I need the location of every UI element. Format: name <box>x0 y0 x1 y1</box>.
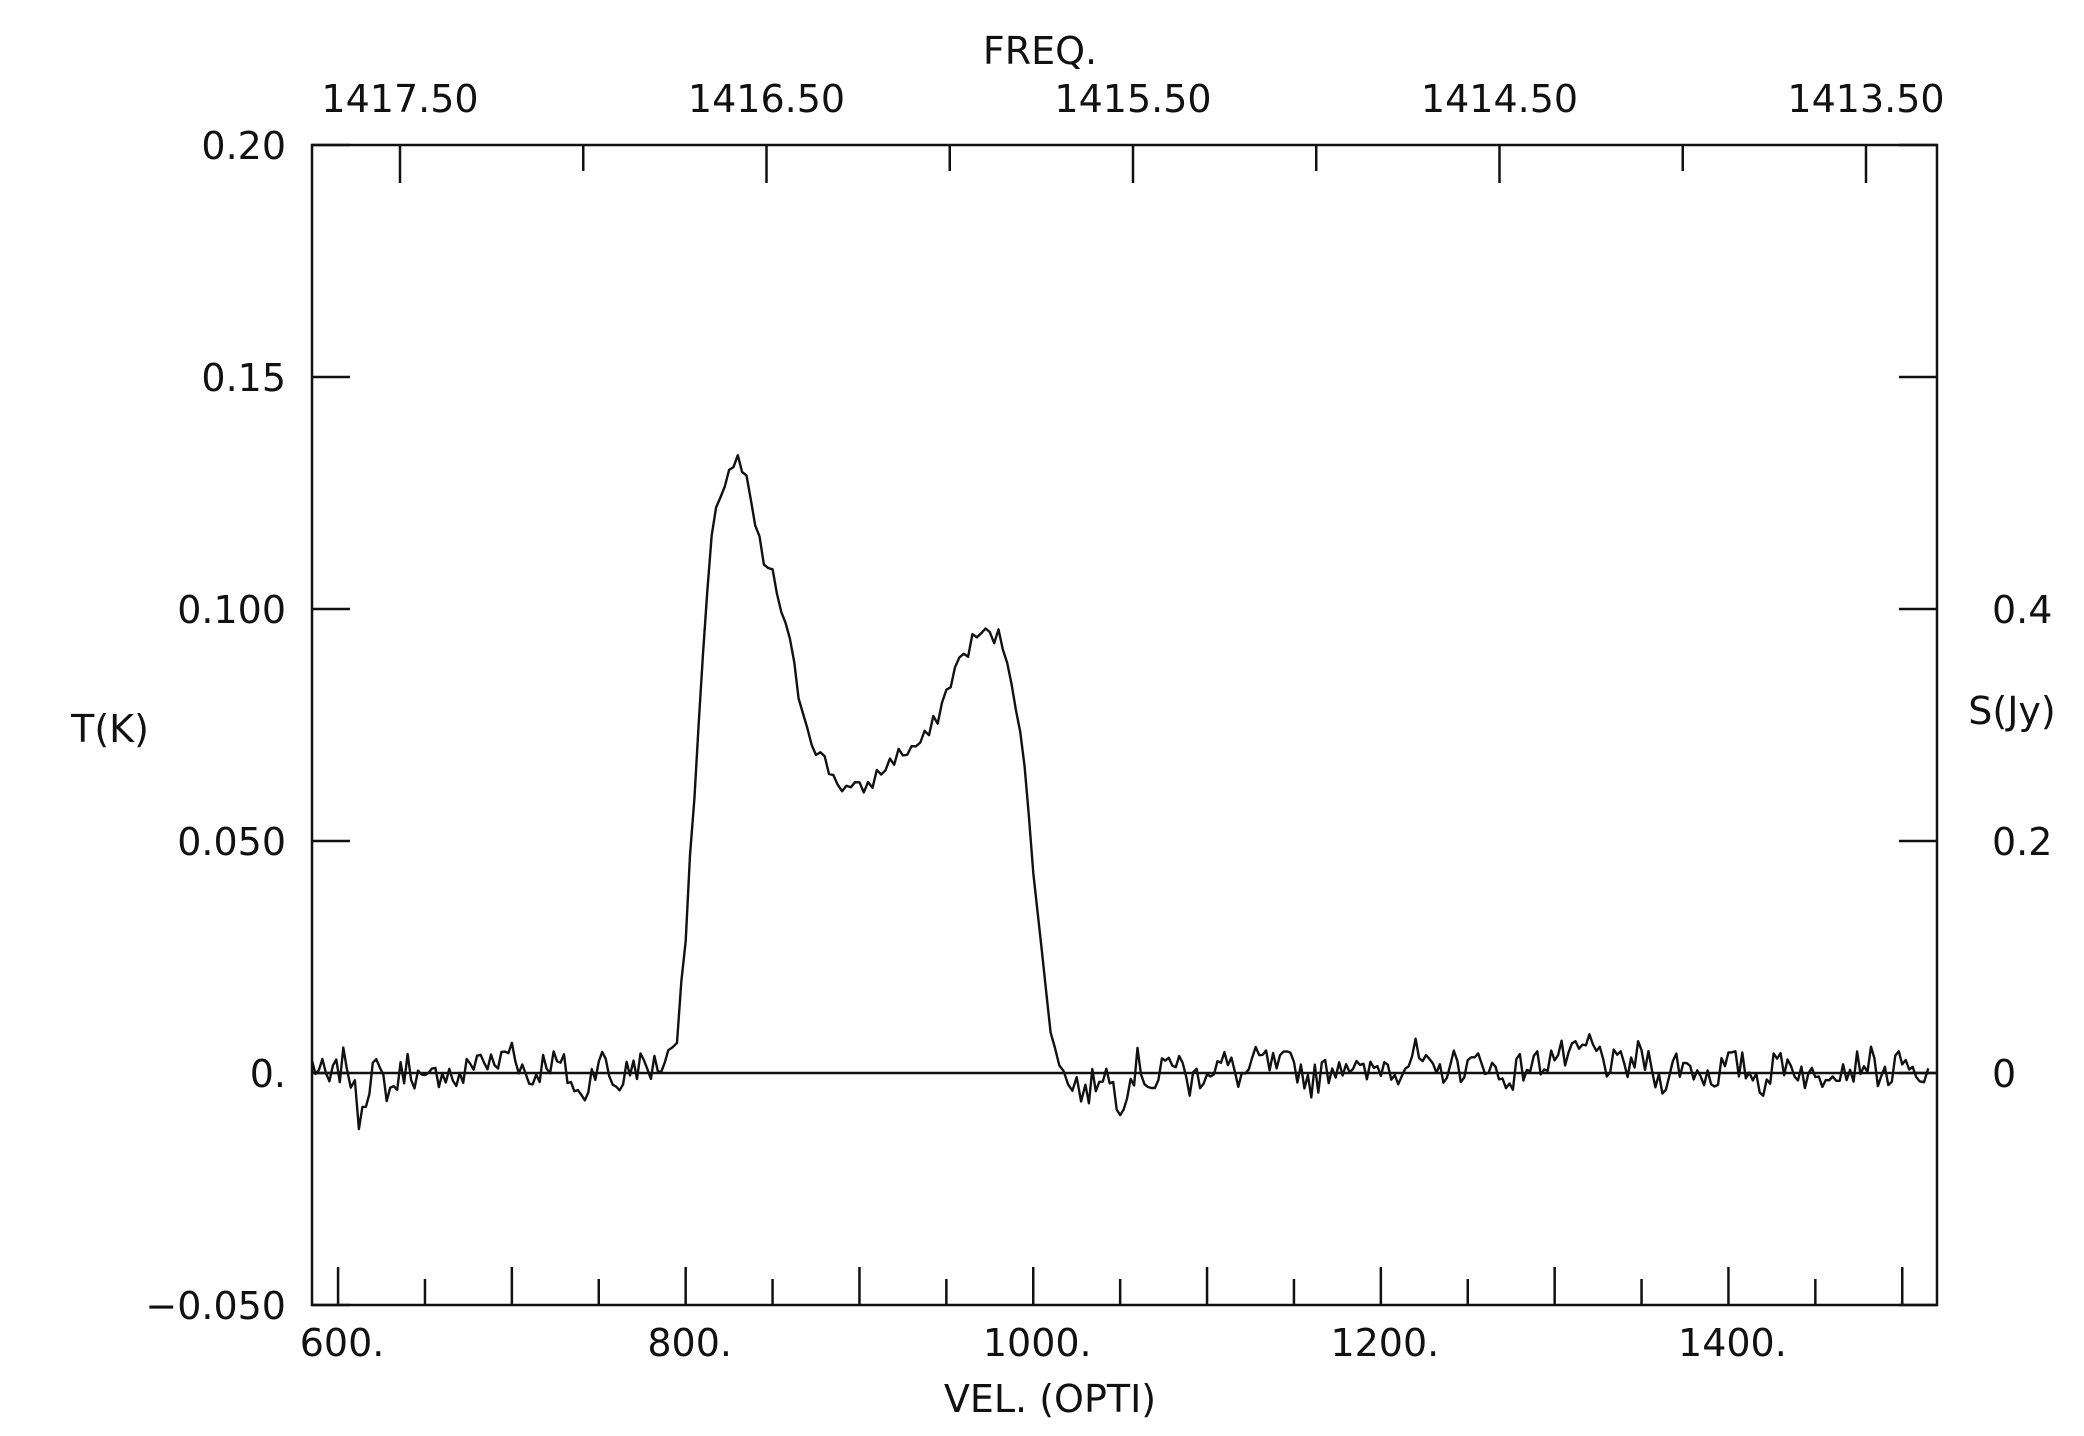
spectrum-series <box>310 454 1930 1131</box>
plot-frame <box>310 143 1939 1307</box>
y-tick-label: 0.050 <box>177 820 286 864</box>
y-tick-label: 0.20 <box>201 124 286 168</box>
top-tick-label: 1417.50 <box>321 77 478 121</box>
top-tick-label: 1414.50 <box>1421 77 1578 121</box>
right-tick-label: 0 <box>1992 1052 2016 1096</box>
top-tick-label: 1413.50 <box>1787 77 1944 121</box>
y-tick-label: 0.100 <box>177 588 286 632</box>
x-tick-label: 1400. <box>1678 1321 1787 1365</box>
x-tick-label: 1000. <box>983 1321 1092 1365</box>
x-tick-label: 800. <box>647 1321 732 1365</box>
right-tick-label: 0.4 <box>1992 588 2052 632</box>
x-axis-title: VEL. (OPTI) <box>944 1377 1156 1421</box>
tick-labels: 600. 800. 1000. 1200. 1400. −0.050 0. 0.050 0.10… <box>145 77 2052 1365</box>
x-tick-label: 1200. <box>1330 1321 1439 1365</box>
top-axis-title: FREQ. <box>983 29 1097 73</box>
y-axis-title: T(K) <box>70 707 149 751</box>
top-tick-label: 1416.50 <box>688 77 845 121</box>
top-tick-label: 1415.50 <box>1054 77 1211 121</box>
right-tick-label: 0.2 <box>1992 820 2052 864</box>
x-tick-label: 600. <box>300 1321 385 1365</box>
plot-border <box>310 143 1939 1307</box>
y-tick-label: 0. <box>250 1052 286 1096</box>
right-axis-title: S(Jy) <box>1968 689 2055 733</box>
y-tick-label: 0.15 <box>201 356 286 400</box>
axis-ticks <box>312 143 1937 1307</box>
y-tick-label: −0.050 <box>145 1284 286 1328</box>
spectrum-line <box>310 454 1930 1131</box>
